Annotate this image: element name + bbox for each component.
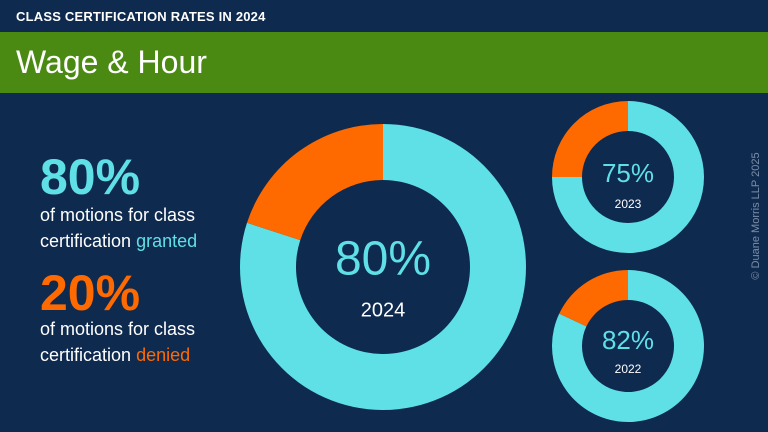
- granted-description-line1: of motions for class: [40, 205, 196, 225]
- granted-word: granted: [136, 231, 198, 251]
- denied-description-line2: certification denied: [40, 346, 190, 364]
- denied-description-prefix: certification: [40, 345, 132, 365]
- center-percentage-2022: 82%: [602, 325, 654, 355]
- supertitle: CLASS CERTIFICATION RATES IN 2024: [16, 9, 266, 24]
- slice-denied-2022: [559, 270, 628, 327]
- title-banner: [0, 32, 768, 93]
- year-label-2024: 2024: [361, 299, 406, 321]
- granted-description-prefix: certification: [40, 231, 132, 251]
- denied-description-line1: of motions for class: [40, 319, 196, 339]
- granted-percentage: 80%: [40, 149, 141, 205]
- top-bar: [0, 0, 768, 32]
- donut-2022: 82% 2022: [552, 270, 704, 422]
- slice-granted-2022: [552, 270, 704, 422]
- slice-granted-2024: [239, 124, 526, 410]
- slice-denied-2023: [552, 101, 628, 177]
- year-label-2023: 2023: [615, 197, 642, 211]
- slice-denied-2024: [246, 124, 383, 241]
- year-label-2022: 2022: [615, 362, 642, 376]
- center-percentage-2023: 75%: [602, 158, 654, 188]
- donut-2024: 80% 2024: [239, 124, 526, 410]
- slice-granted-2023: [552, 101, 704, 253]
- denied-word: denied: [136, 345, 191, 365]
- granted-description-line2: certification granted: [40, 232, 197, 250]
- page-title: Wage & Hour: [16, 44, 207, 80]
- denied-percentage: 20%: [40, 265, 141, 321]
- donut-2023: 75% 2023: [552, 101, 704, 253]
- center-percentage-2024: 80%: [335, 233, 431, 286]
